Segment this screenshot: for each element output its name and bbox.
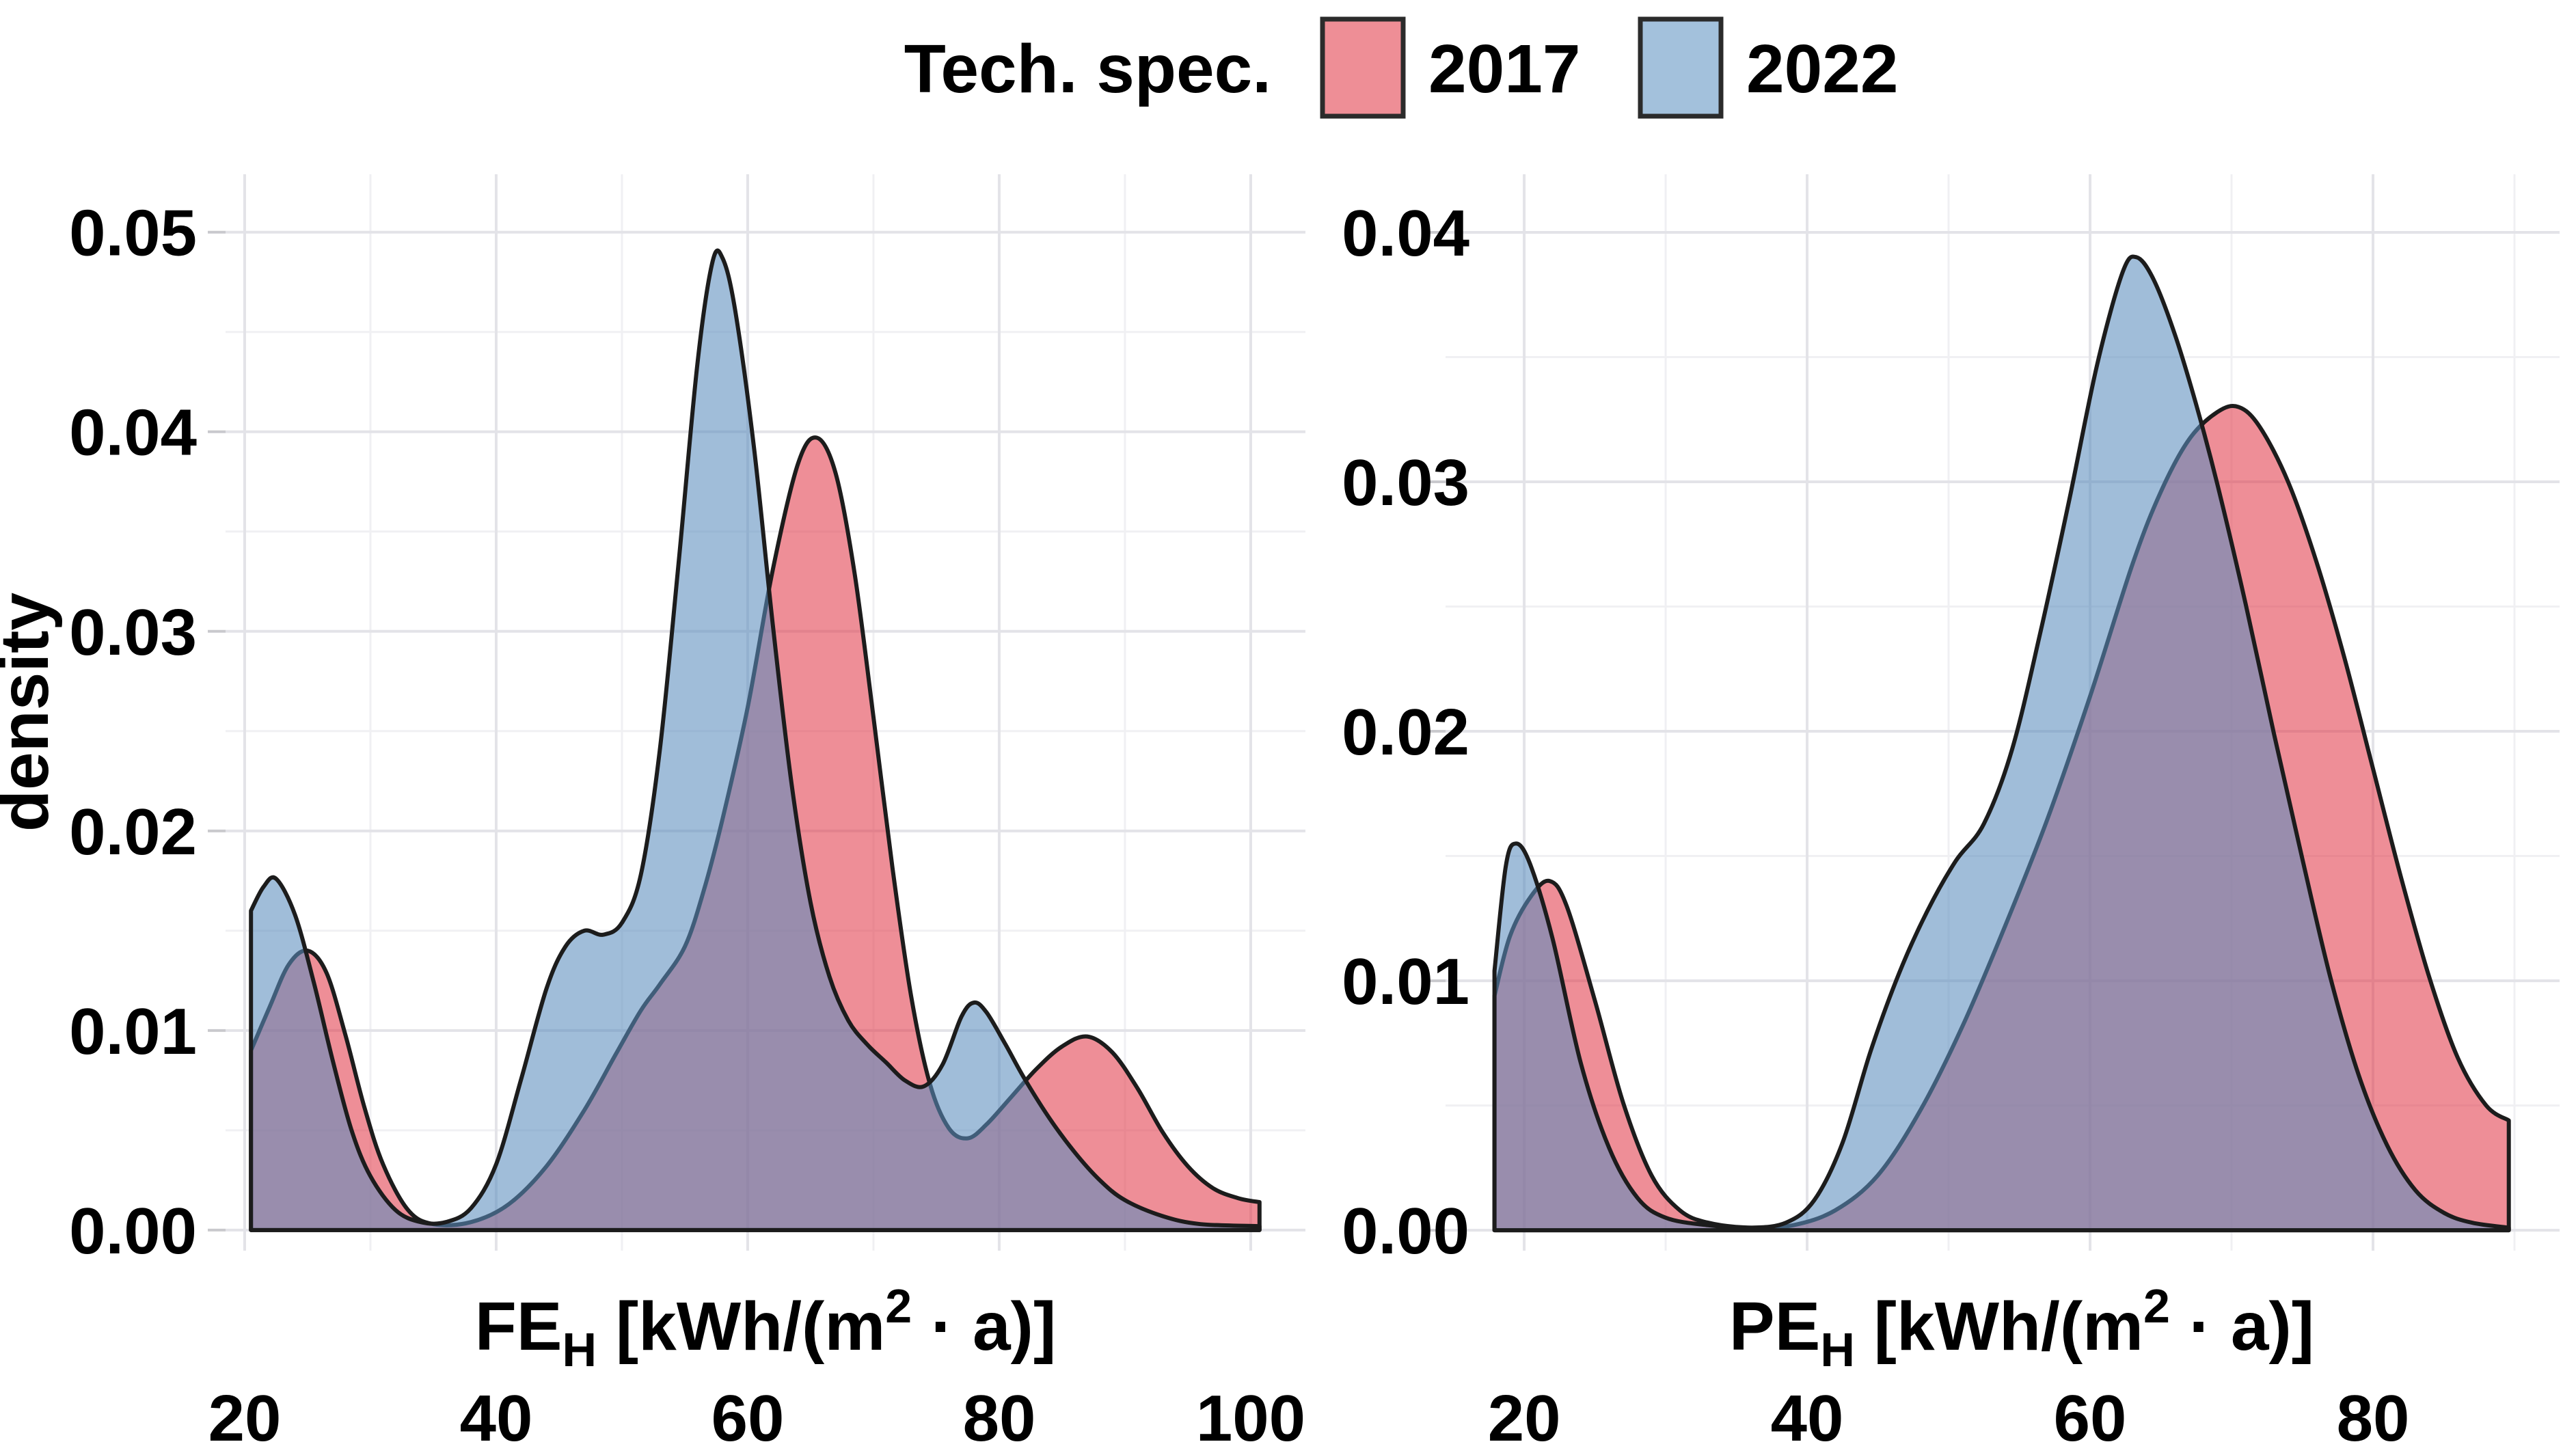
x-axis-title-feh: FEH [kWh/(m2 · a)]: [475, 1279, 1057, 1376]
density-area-2022: [1492, 254, 2511, 1233]
x-tick-label: 60: [2054, 1382, 2127, 1455]
y-tick-label: 0.00: [1342, 1195, 1469, 1268]
x-tick-label: 80: [2337, 1382, 2410, 1455]
legend-swatch-2022: [1638, 16, 1724, 119]
x-axis-title-peh: PEH [kWh/(m2 · a)]: [1729, 1279, 2314, 1376]
panel-feh: 0.00 0.01 0.02 0.03 0.04 0.05 20 40 60 80 100: [69, 174, 1305, 1455]
y-axis-title: density: [0, 593, 63, 832]
legend-title: Tech. spec.: [904, 31, 1271, 107]
x-tick-label: 60: [711, 1382, 785, 1455]
y-tick-label: 0.01: [1342, 945, 1469, 1018]
y-tick-label: 0.03: [69, 596, 197, 669]
x-tick-label: 20: [208, 1382, 282, 1455]
legend-label-2022: 2022: [1746, 31, 1898, 107]
y-tick-label: 0.02: [69, 796, 197, 869]
legend: Tech. spec. 2017 2022: [904, 16, 1898, 119]
y-tick-label: 0.04: [1342, 197, 1469, 270]
panel-peh: 0.00 0.01 0.02 0.03 0.04 20 40 60 80: [1342, 174, 2560, 1455]
x-tick-label: 100: [1196, 1382, 1305, 1455]
y-tick-label: 0.00: [69, 1195, 197, 1268]
legend-label-2017: 2017: [1428, 31, 1580, 107]
density-area-2022: [249, 248, 1262, 1232]
legend-swatch-2017: [1320, 16, 1406, 119]
y-tick-label: 0.04: [69, 396, 197, 470]
x-tick-label: 80: [963, 1382, 1036, 1455]
y-tick-label: 0.03: [1342, 446, 1469, 519]
y-tick-label: 0.05: [69, 197, 197, 270]
y-tick-label: 0.02: [1342, 696, 1469, 769]
y-tick-label: 0.01: [69, 995, 197, 1068]
x-tick-label: 20: [1488, 1382, 1561, 1455]
x-tick-label: 40: [1771, 1382, 1844, 1455]
x-tick-label: 40: [460, 1382, 533, 1455]
